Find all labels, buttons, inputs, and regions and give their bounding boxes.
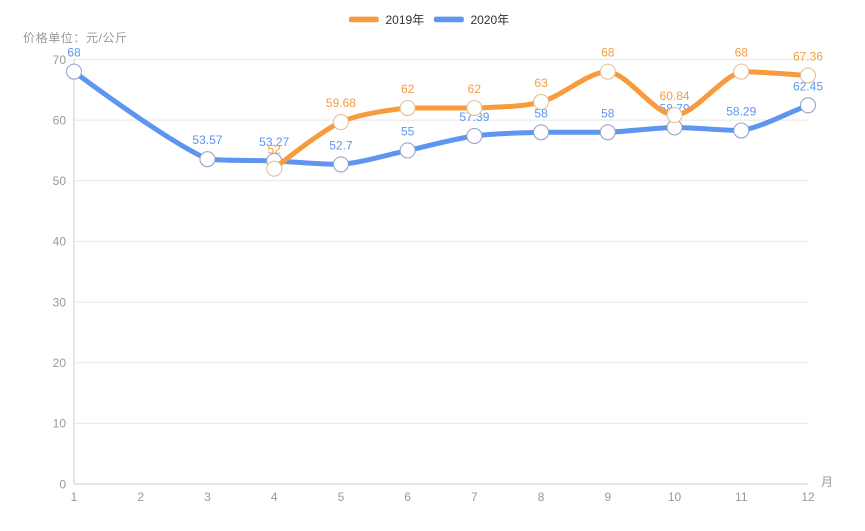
svg-text:20: 20 — [53, 356, 67, 370]
svg-text:10: 10 — [668, 490, 682, 504]
svg-text:2020年: 2020年 — [471, 13, 510, 27]
svg-text:60.84: 60.84 — [660, 89, 690, 103]
svg-text:3: 3 — [204, 490, 211, 504]
svg-text:59.68: 59.68 — [326, 96, 356, 110]
svg-text:2: 2 — [137, 490, 144, 504]
svg-text:50: 50 — [53, 174, 67, 188]
svg-text:30: 30 — [53, 295, 67, 309]
svg-text:68: 68 — [735, 46, 749, 60]
svg-text:7: 7 — [471, 490, 478, 504]
svg-text:11: 11 — [735, 490, 748, 504]
svg-text:12: 12 — [801, 490, 815, 504]
svg-text:53.57: 53.57 — [192, 133, 222, 147]
svg-text:58: 58 — [534, 106, 548, 120]
svg-text:4: 4 — [271, 490, 278, 504]
svg-text:2019年: 2019年 — [386, 13, 425, 27]
svg-text:55: 55 — [401, 124, 415, 138]
svg-text:53.27: 53.27 — [259, 135, 289, 149]
svg-text:52: 52 — [268, 143, 282, 157]
svg-text:40: 40 — [53, 235, 67, 249]
svg-text:68: 68 — [601, 46, 615, 60]
svg-text:5: 5 — [338, 490, 345, 504]
svg-text:57.39: 57.39 — [459, 110, 489, 124]
svg-text:62: 62 — [401, 82, 415, 96]
svg-text:价格单位：元/公斤: 价格单位：元/公斤 — [23, 30, 128, 45]
svg-text:1: 1 — [71, 490, 78, 504]
svg-text:68: 68 — [67, 46, 81, 60]
svg-text:67.36: 67.36 — [793, 50, 823, 64]
svg-text:58.29: 58.29 — [726, 105, 756, 119]
svg-text:62.45: 62.45 — [793, 79, 823, 93]
svg-text:62: 62 — [468, 82, 482, 96]
svg-text:63: 63 — [534, 76, 548, 90]
svg-text:52.7: 52.7 — [329, 138, 353, 152]
svg-text:70: 70 — [53, 53, 67, 67]
svg-text:9: 9 — [604, 490, 611, 504]
svg-text:8: 8 — [538, 490, 545, 504]
svg-text:月: 月 — [821, 475, 833, 489]
svg-text:10: 10 — [53, 417, 67, 431]
svg-text:0: 0 — [59, 477, 66, 491]
svg-text:60: 60 — [53, 113, 67, 127]
svg-text:58: 58 — [601, 106, 615, 120]
svg-text:6: 6 — [404, 490, 411, 504]
